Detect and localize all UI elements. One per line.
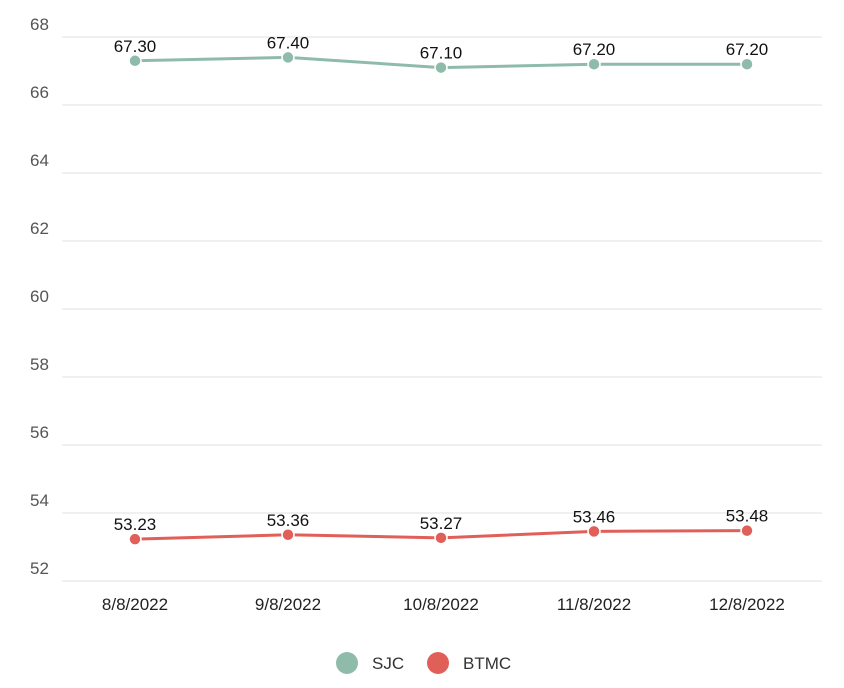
legend: SJC BTMC — [336, 652, 511, 674]
data-label-sjc: 67.20 — [573, 40, 616, 59]
data-label-sjc: 67.30 — [114, 37, 157, 56]
y-tick-label: 56 — [30, 423, 49, 442]
data-label-sjc: 67.20 — [726, 40, 769, 59]
data-label-btmc: 53.48 — [726, 507, 769, 526]
data-point-btmc — [587, 524, 601, 539]
y-tick-label: 64 — [30, 151, 49, 170]
grid-lines — [62, 36, 822, 582]
legend-label-sjc: SJC — [372, 654, 404, 673]
y-axis-ticks: 52 54 56 58 60 62 64 66 68 — [30, 15, 49, 578]
data-point-sjc — [587, 57, 601, 71]
y-tick-label: 60 — [30, 287, 49, 306]
x-tick-label: 8/8/2022 — [102, 595, 168, 614]
data-point-btmc — [740, 523, 754, 538]
data-point-sjc — [128, 54, 142, 68]
y-tick-label: 52 — [30, 559, 49, 578]
x-tick-label: 11/8/2022 — [557, 595, 631, 614]
data-label-btmc: 53.46 — [573, 507, 616, 526]
legend-label-btmc: BTMC — [463, 654, 511, 673]
data-label-btmc: 53.36 — [267, 511, 310, 530]
y-tick-label: 58 — [30, 355, 49, 374]
data-label-btmc: 53.23 — [114, 515, 157, 534]
data-point-btmc — [434, 531, 448, 545]
x-tick-label: 10/8/2022 — [403, 595, 479, 614]
x-axis-ticks: 8/8/2022 9/8/2022 10/8/2022 11/8/2022 12/8/2… — [102, 595, 785, 614]
y-tick-label: 68 — [30, 15, 49, 34]
data-point-sjc — [740, 57, 754, 71]
data-point-btmc — [128, 532, 142, 546]
y-tick-label: 54 — [30, 491, 49, 510]
data-point-sjc — [281, 50, 295, 65]
y-tick-label: 62 — [30, 219, 49, 238]
data-point-sjc — [434, 60, 448, 75]
x-tick-label: 9/8/2022 — [255, 595, 321, 614]
data-label-btmc: 53.27 — [420, 514, 463, 533]
legend-swatch-btmc — [427, 652, 449, 674]
y-tick-label: 66 — [30, 83, 49, 102]
data-labels: 67.30 67.40 67.10 67.20 67.20 53.23 53.36 53.27… — [114, 33, 769, 534]
data-label-sjc: 67.10 — [420, 44, 463, 63]
x-tick-label: 12/8/2022 — [709, 595, 785, 614]
series-group — [128, 50, 754, 546]
data-label-sjc: 67.40 — [267, 33, 310, 52]
legend-swatch-sjc — [336, 652, 358, 674]
data-point-btmc — [281, 528, 295, 542]
